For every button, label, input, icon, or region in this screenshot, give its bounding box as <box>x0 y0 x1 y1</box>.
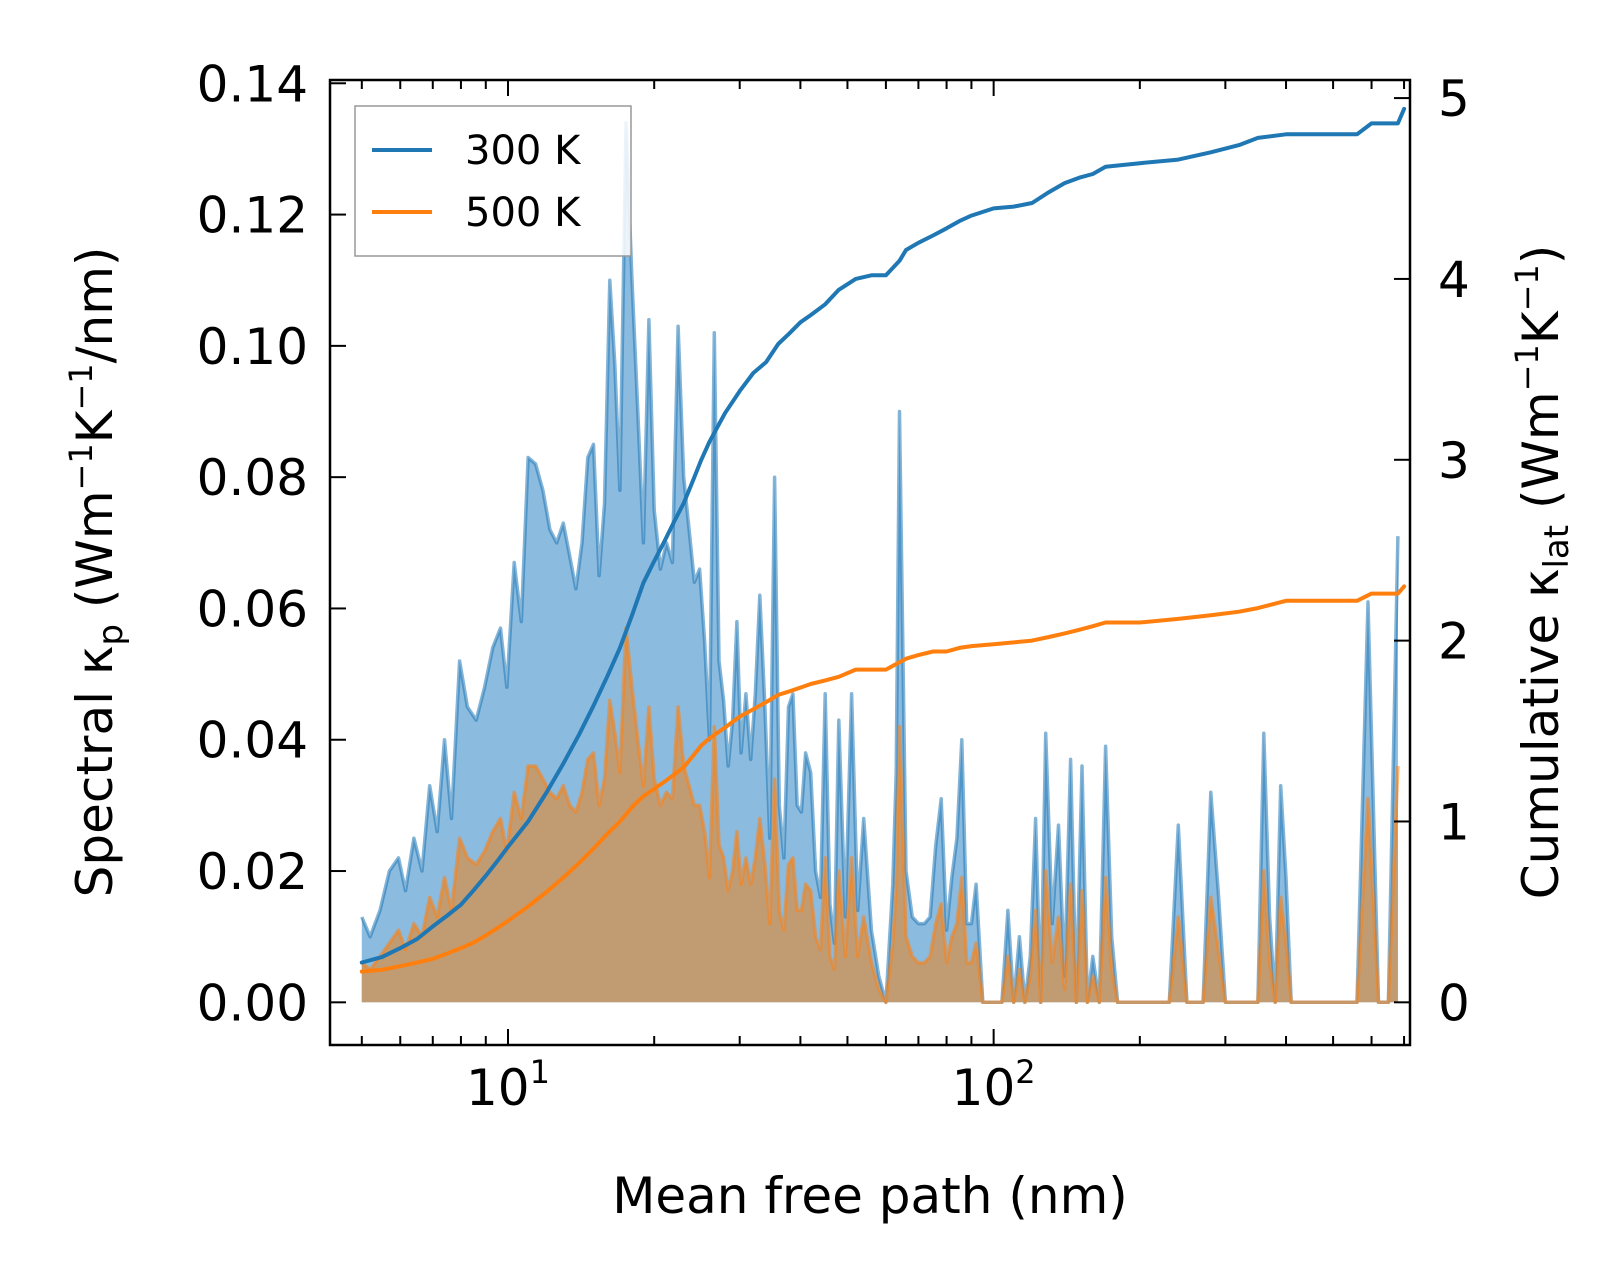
y-axis-left-title: Spectral κp (Wm−1K−1/nm) <box>62 247 131 898</box>
y-left-title-sup1: −1 <box>62 443 100 490</box>
y-left-tick-label: 0.02 <box>197 843 308 901</box>
legend: 300 K 500 K <box>354 105 632 257</box>
x-tick-label-exp: 2 <box>1015 1053 1035 1091</box>
y-right-title-sup1: −1 <box>1508 344 1546 391</box>
y-left-title-mid: K <box>66 409 124 443</box>
x-tick-label: 101 <box>466 1053 550 1117</box>
cumulative-line-500k <box>359 584 1407 974</box>
x-tick-label-exp: 1 <box>530 1053 550 1091</box>
x-tick-label-base: 10 <box>466 1059 530 1117</box>
y-left-title-main: Spectral κ <box>66 646 124 898</box>
y-right-tick-label: 3 <box>1438 432 1470 490</box>
y-left-title-sub: p <box>91 624 131 646</box>
spectral-line-300k <box>360 120 1400 1005</box>
legend-label-300k: 300 K <box>465 128 582 174</box>
y-left-tick-label: 0.06 <box>197 580 308 638</box>
y-right-tick-label: 4 <box>1438 251 1470 309</box>
spectral-area-500k <box>361 628 1398 1003</box>
x-axis-title: Mean free path (nm) <box>612 1167 1128 1225</box>
y-left-tick-label: 0.04 <box>197 712 308 770</box>
y-left-tick-label: 0.10 <box>197 318 308 376</box>
y-right-tick-label: 5 <box>1438 70 1470 128</box>
y-axis-right: 0 1 2 3 4 5 <box>1394 70 1470 1032</box>
y-right-title-unit: (Wm <box>1512 391 1570 525</box>
y-right-tick-label: 1 <box>1438 793 1470 851</box>
y-axis-left: 0.00 0.02 0.04 0.06 0.08 0.10 0.12 0.14 <box>197 55 346 1032</box>
cumulative-line-300k <box>359 106 1407 965</box>
y-right-title-tail: ) <box>1512 245 1570 265</box>
y-left-tick-label: 0.00 <box>197 974 308 1032</box>
y-axis-right-title: Cumulative κlat (Wm−1K−1) <box>1508 245 1577 900</box>
x-axis: 101 102 <box>360 80 1406 1117</box>
y-right-title-sub: lat <box>1537 525 1577 569</box>
y-left-title-sup2: −1 <box>62 363 100 410</box>
spectral-line-500k <box>360 626 1400 1005</box>
y-right-tick-label: 0 <box>1438 974 1470 1032</box>
y-right-title-sup2: −1 <box>1508 264 1546 311</box>
legend-label-500k: 500 K <box>465 190 582 236</box>
y-right-tick-label: 2 <box>1438 613 1470 671</box>
y-left-title-unit: (Wm <box>66 490 124 624</box>
plot-frame <box>328 78 1412 1047</box>
y-right-title-main: Cumulative κ <box>1512 569 1570 900</box>
series-layer <box>359 106 1407 1005</box>
x-tick-label-base: 10 <box>952 1059 1016 1117</box>
legend-box <box>354 105 632 257</box>
y-left-title-tail: /nm) <box>66 247 124 364</box>
y-left-tick-label: 0.14 <box>197 55 308 113</box>
y-left-tick-label: 0.12 <box>197 187 308 245</box>
y-left-tick-label: 0.08 <box>197 449 308 507</box>
y-right-title-mid: K <box>1512 310 1570 344</box>
x-tick-label: 102 <box>952 1053 1036 1117</box>
